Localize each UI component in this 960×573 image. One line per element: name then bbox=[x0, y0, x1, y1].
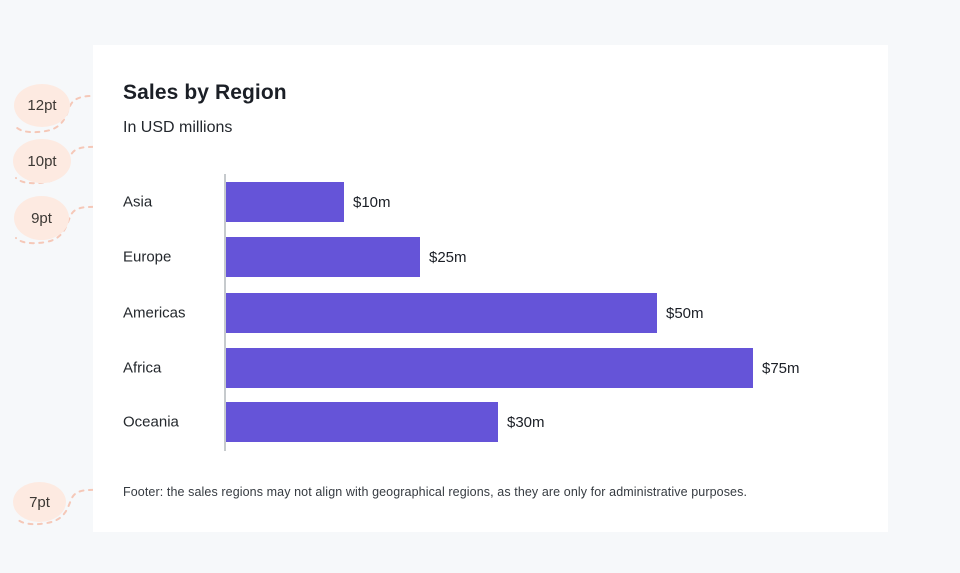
chart-row-americas: Americas $50m bbox=[93, 293, 888, 333]
chart-row-europe: Europe $25m bbox=[93, 237, 888, 277]
category-label: Asia bbox=[123, 193, 153, 211]
bar-asia bbox=[226, 182, 344, 222]
annotation-label: 9pt bbox=[31, 209, 52, 227]
value-label: $10m bbox=[353, 193, 391, 211]
value-label: $50m bbox=[666, 304, 704, 322]
category-label: Americas bbox=[123, 304, 186, 322]
chart-row-asia: Asia $10m bbox=[93, 182, 888, 222]
y-axis-line bbox=[224, 174, 226, 451]
category-label: Oceania bbox=[123, 413, 179, 431]
bar-oceania bbox=[226, 402, 498, 442]
chart-footer-note: Footer: the sales regions may not align … bbox=[123, 485, 748, 499]
bar-americas bbox=[226, 293, 657, 333]
font-size-annotation-12pt: 12pt bbox=[14, 84, 70, 127]
bar-africa bbox=[226, 348, 753, 388]
value-label: $25m bbox=[429, 248, 467, 266]
annotation-label: 7pt bbox=[29, 493, 50, 511]
font-size-annotation-7pt: 7pt bbox=[13, 482, 66, 522]
bar-europe bbox=[226, 237, 420, 277]
annotation-label: 12pt bbox=[27, 97, 57, 114]
annotation-label: 10pt bbox=[27, 152, 57, 170]
chart-row-oceania: Oceania $30m bbox=[93, 402, 888, 442]
value-label: $30m bbox=[507, 413, 545, 431]
value-label: $75m bbox=[762, 359, 800, 377]
chart-subtitle: In USD millions bbox=[123, 119, 233, 136]
chart-row-africa: Africa $75m bbox=[93, 348, 888, 388]
chart-title: Sales by Region bbox=[123, 81, 287, 104]
font-size-annotation-9pt: 9pt bbox=[14, 196, 69, 240]
chart-card: Sales by Region In USD millions Asia $10… bbox=[93, 45, 888, 532]
category-label: Europe bbox=[123, 248, 172, 266]
category-label: Africa bbox=[123, 359, 162, 377]
font-size-annotation-10pt: 10pt bbox=[13, 139, 71, 183]
